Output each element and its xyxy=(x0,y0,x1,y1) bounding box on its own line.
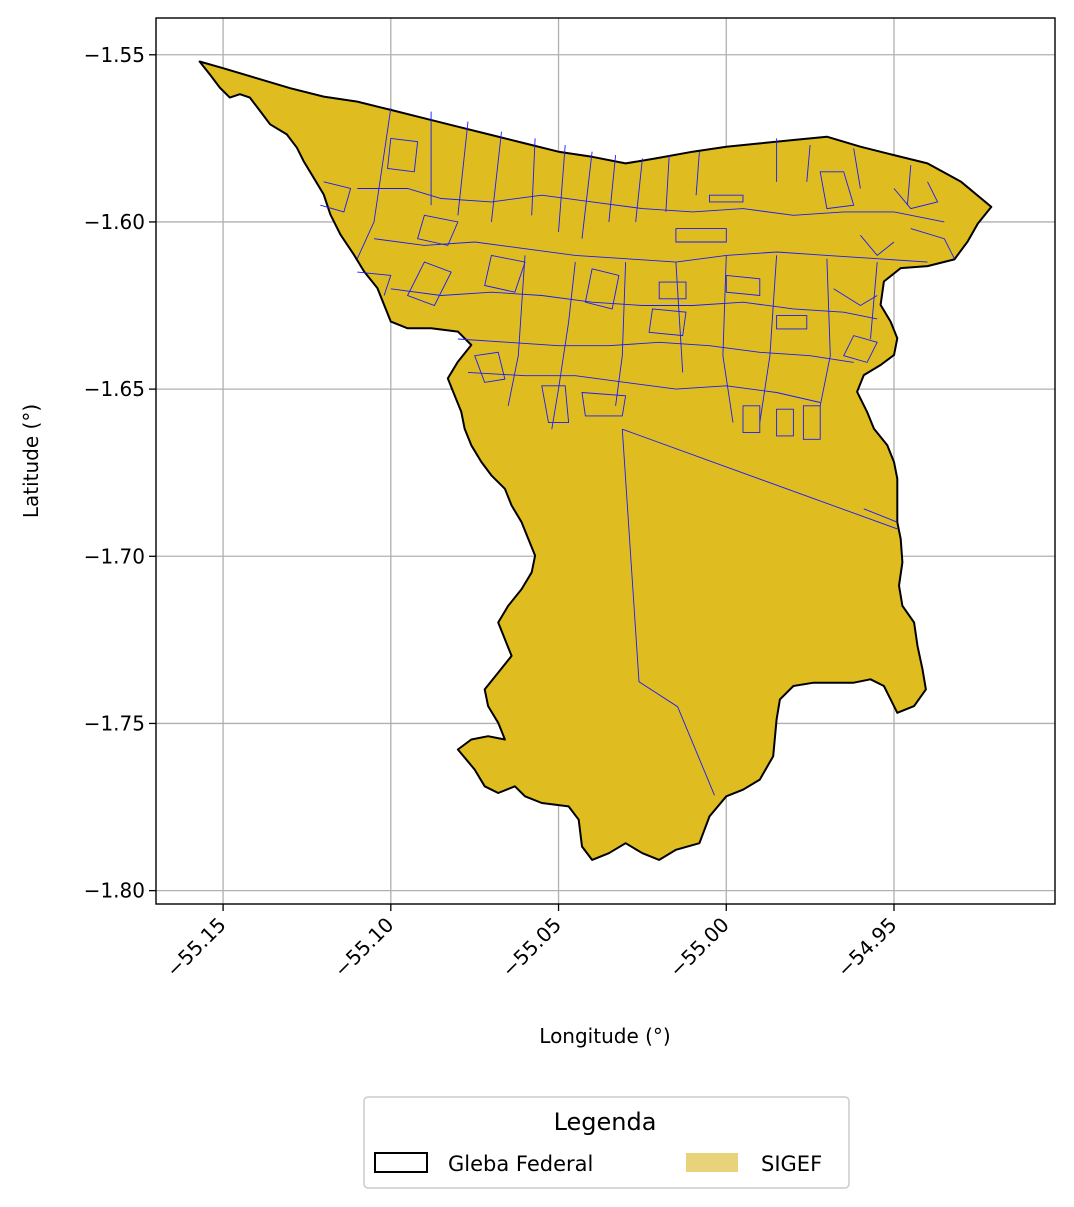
sigef-parcel-boundary xyxy=(742,405,761,434)
sigef-parcel-boundary xyxy=(648,308,687,337)
legend-label-sigef: SIGEF xyxy=(761,1152,822,1176)
sigef-parcel-boundary xyxy=(541,385,570,424)
sigef-parcel-boundary xyxy=(357,271,392,296)
sigef-parcel-boundary xyxy=(870,262,878,340)
sigef-parcel-boundary xyxy=(356,108,392,259)
legend-swatch-sigef xyxy=(686,1153,738,1172)
sigef-parcel-boundary xyxy=(584,268,620,310)
sigef-parcel-boundary xyxy=(457,338,854,363)
sigef-parcel-boundary xyxy=(819,171,855,210)
legend: Legenda Gleba Federal SIGEF xyxy=(363,1096,850,1189)
y-axis-ticks: −1.55 −1.60 −1.65 −1.70 −1.75 −1.80 xyxy=(84,43,156,903)
sigef-parcel-boundary xyxy=(910,228,955,259)
sigef-parcel-boundary xyxy=(373,238,928,263)
sigef-parcel-boundary xyxy=(474,351,506,383)
sigef-parcel-boundary xyxy=(615,262,627,406)
sigef-parcel-boundary xyxy=(558,144,566,233)
y-tick-label: −1.65 xyxy=(84,377,145,401)
sigef-parcel-boundary xyxy=(490,131,502,222)
sigef-parcel-boundary xyxy=(860,235,895,257)
sigef-parcel-boundary xyxy=(406,261,452,307)
sigef-parcel-boundary xyxy=(863,508,898,523)
x-axis-label: Longitude (°) xyxy=(539,1024,670,1048)
legend-swatch-gleba-federal xyxy=(374,1152,428,1173)
sigef-parcel-boundary xyxy=(390,288,878,320)
sigef-parcel-boundary xyxy=(608,155,617,222)
sigef-parcel-boundary xyxy=(833,288,878,307)
sigef-parcel-boundary xyxy=(725,274,761,296)
sigef-parcel-boundary xyxy=(622,428,898,530)
sigef-parcel-boundary xyxy=(531,138,536,216)
sigef-parcel-boundary xyxy=(621,429,715,796)
sigef-parcel-boundary xyxy=(776,408,794,437)
y-tick-label: −1.75 xyxy=(84,711,145,735)
legend-title: Legenda xyxy=(554,1108,657,1136)
sigef-parcel-boundary xyxy=(551,262,576,430)
y-tick-label: −1.55 xyxy=(84,43,145,67)
sigef-parcel-boundary xyxy=(507,255,526,406)
sigef-parcel-boundary xyxy=(581,151,593,239)
sigef-parcel-boundary xyxy=(695,151,700,196)
plot-frame xyxy=(155,17,1056,905)
sigef-parcel-boundary xyxy=(635,158,643,222)
sigef-parcels xyxy=(320,108,955,796)
y-tick-label: −1.70 xyxy=(84,544,145,568)
sigef-parcel-boundary xyxy=(776,315,808,330)
sigef-parcel-boundary xyxy=(484,254,526,293)
y-tick-label: −1.80 xyxy=(84,879,145,903)
sigef-parcel-boundary xyxy=(853,148,861,189)
sigef-parcel-boundary xyxy=(843,335,878,363)
sigef-parcel-boundary xyxy=(320,181,352,213)
sigef-parcel-boundary xyxy=(819,258,831,406)
sigef-parcel-boundary xyxy=(665,155,670,212)
y-tick-label: −1.60 xyxy=(84,210,145,234)
sigef-parcel-boundary xyxy=(675,228,727,243)
sigef-parcel-boundary xyxy=(581,392,627,417)
sigef-parcel-boundary xyxy=(387,137,419,173)
y-axis-label: Latitude (°) xyxy=(19,404,43,518)
sigef-parcel-boundary xyxy=(417,214,459,246)
sigef-parcel-boundary xyxy=(906,165,912,206)
legend-label-gleba-federal: Gleba Federal xyxy=(448,1152,593,1176)
gleba-federal-polygon xyxy=(198,60,993,861)
sigef-parcel-boundary xyxy=(802,405,821,440)
sigef-parcel-boundary xyxy=(722,255,734,423)
sigef-parcel-boundary xyxy=(806,144,811,182)
sigef-parcel-boundary xyxy=(709,194,744,203)
sigef-parcel-boundary xyxy=(893,181,939,210)
sigef-parcel-boundary xyxy=(675,262,684,373)
sigef-parcel-boundary xyxy=(658,281,687,300)
sigef-parcel-boundary xyxy=(759,255,778,423)
sigef-parcel-boundary xyxy=(467,371,821,403)
sigef-parcel-boundary xyxy=(357,188,945,223)
map-area xyxy=(198,60,993,861)
